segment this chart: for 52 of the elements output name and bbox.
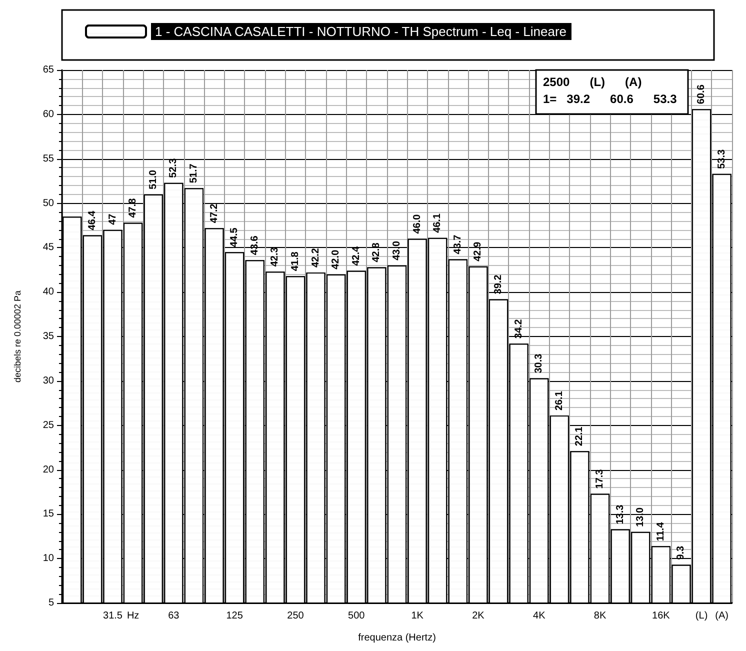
y-tick-label: 60	[42, 108, 54, 120]
data-label: 42.9	[472, 241, 484, 262]
data-label: 22.1	[574, 426, 586, 446]
y-tick-label: 10	[42, 553, 54, 564]
data-label: 42.3	[270, 246, 281, 267]
legend-label: 1 - CASCINA CASALETTI - NOTTURNO - TH Spectrum - Leq - Lineare	[155, 24, 567, 39]
data-label: 60.6	[696, 84, 708, 104]
y-tick-label: 65	[42, 64, 54, 76]
data-label: 44.5	[229, 227, 240, 248]
y-tick-label: 50	[42, 198, 54, 209]
y-tick-label: 35	[42, 331, 54, 342]
x-tick-label: 4K	[533, 610, 546, 622]
x-tick-label: 250	[287, 610, 304, 622]
x-tick-label: Hz	[126, 610, 140, 622]
data-label: 46.4	[86, 210, 98, 230]
x-tick-label: 31.5	[103, 610, 123, 622]
data-label: 11.4	[655, 522, 666, 542]
x-axis-title: frequenza (Hertz)	[358, 632, 436, 644]
annotation: 2500 (L) (A)	[543, 75, 642, 89]
data-label: 43.0	[392, 240, 402, 260]
data-label: 42.2	[310, 248, 322, 268]
x-tick-label: 2K	[472, 610, 485, 622]
y-tick-label: 30	[42, 375, 54, 386]
data-label: 47	[107, 213, 118, 225]
data-label: 41.8	[290, 251, 301, 272]
data-label: 47.2	[208, 203, 220, 224]
y-tick-label: 5	[48, 598, 54, 608]
data-label: 13.0	[635, 507, 646, 527]
x-tick-label: 125	[226, 610, 244, 622]
data-label: 51.0	[148, 169, 159, 190]
data-label: 30.3	[534, 353, 545, 374]
x-tick-label: 63	[168, 610, 180, 622]
data-label: 46.0	[412, 214, 423, 234]
x-tick-label: 16K	[652, 610, 670, 622]
data-label: 42.0	[330, 249, 342, 270]
data-label: 47.8	[128, 198, 139, 218]
y-tick-label: 40	[42, 286, 54, 298]
y-axis-title: decibels re 0.00002 Pa	[12, 290, 22, 383]
x-tick-label: 500	[348, 610, 366, 622]
y-tick-label: 20	[42, 464, 54, 476]
x-tick-label: (A)	[715, 610, 729, 622]
data-label: 26.1	[554, 390, 565, 411]
data-label: 46.1	[432, 212, 444, 233]
y-tick-label: 55	[42, 153, 54, 164]
y-tick-label: 45	[42, 242, 54, 254]
y-tick-label: 15	[42, 508, 54, 520]
x-tick-label: (L)	[695, 610, 708, 622]
x-tick-label: 8K	[594, 610, 606, 622]
y-tick-label: 25	[42, 420, 54, 431]
data-label: 51.7	[188, 163, 200, 184]
x-tick-label: 1K	[411, 610, 424, 622]
annotation: 1= 39.2 60.6 53.3	[543, 92, 678, 106]
